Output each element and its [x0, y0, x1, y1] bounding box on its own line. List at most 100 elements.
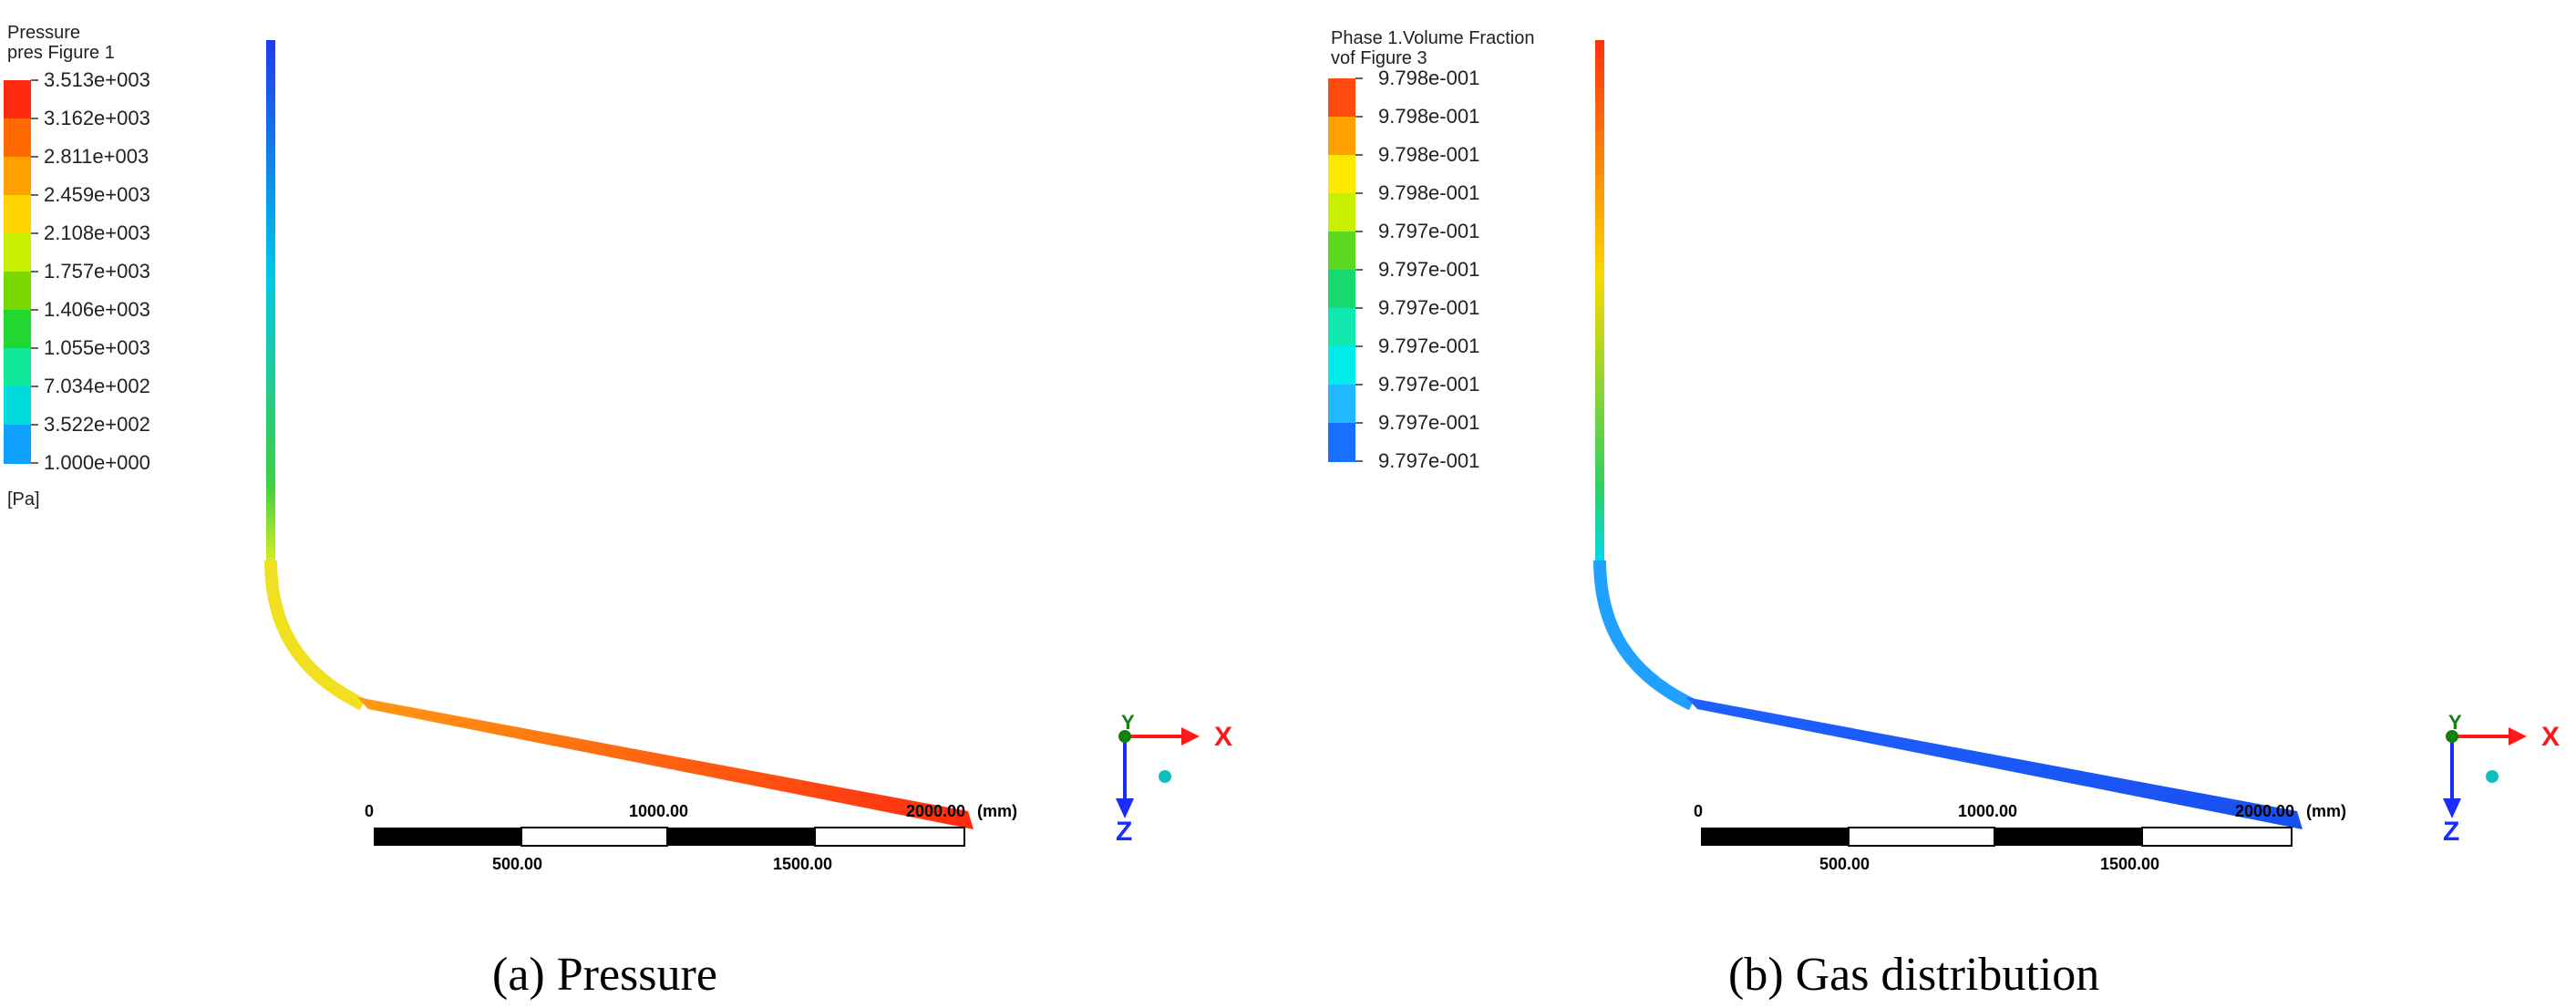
legend-subtitle: vof Figure 3 — [1331, 48, 1427, 68]
pipe-geometry — [1593, 40, 2303, 829]
legend-tick-label: 3.162e+003 — [44, 107, 150, 129]
y-axis-label: Y — [1121, 711, 1135, 734]
legend-swatch — [4, 118, 31, 158]
x-arrowhead-icon — [2509, 727, 2527, 746]
legend-swatch — [1328, 155, 1355, 194]
z-axis-label: Z — [2443, 817, 2459, 847]
scale-label-1500: 1500.00 — [773, 855, 832, 873]
pipe-vertical-section — [1595, 40, 1604, 564]
panel-caption: (a) Pressure — [492, 949, 717, 1001]
color-legend: Phase 1.Volume Fraction vof Figure 3 9.7… — [1328, 28, 1534, 472]
scale-label-1500: 1500.00 — [2100, 855, 2159, 873]
x-axis-label: X — [2541, 722, 2560, 752]
legend-tick-label: 9.798e-001 — [1378, 181, 1479, 204]
legend-tick-label: 9.798e-001 — [1378, 105, 1479, 128]
scale-label-1000: 1000.00 — [1958, 802, 2017, 820]
legend-tick-label: 9.797e-001 — [1378, 220, 1479, 242]
legend-unit: [Pa] — [7, 489, 40, 509]
legend-swatch — [1328, 117, 1355, 156]
legend-tick-label: 9.798e-001 — [1378, 67, 1479, 89]
pipe-bend-section — [264, 560, 366, 711]
legend-tick-label: 1.757e+003 — [44, 260, 150, 283]
legend-swatch — [4, 272, 31, 311]
y-axis-dot-icon — [1118, 730, 1131, 743]
legend-tick-label: 9.797e-001 — [1378, 373, 1479, 396]
legend-swatch — [1328, 231, 1355, 271]
legend-tick-label: 1.000e+000 — [44, 451, 150, 474]
scale-unit: (mm) — [2306, 802, 2346, 820]
legend-swatch — [1328, 423, 1355, 462]
legend-swatch — [1328, 270, 1355, 309]
scale-label-0: 0 — [365, 802, 374, 820]
scale-segment-3 — [1994, 828, 2142, 846]
scale-segment-2 — [1848, 827, 1995, 847]
scale-label-1000: 1000.00 — [629, 802, 688, 820]
scale-label-500: 500.00 — [1819, 855, 1870, 873]
legend-swatch — [4, 348, 31, 387]
legend-swatch — [4, 310, 31, 349]
z-axis-label: Z — [1116, 817, 1132, 847]
scale-label-0: 0 — [1694, 802, 1703, 820]
legend-subtitle: pres Figure 1 — [7, 43, 115, 63]
legend-tick-label: 1.406e+003 — [44, 298, 150, 321]
legend-tick-label: 9.797e-001 — [1378, 296, 1479, 319]
scale-segment-1 — [1701, 828, 1849, 846]
length-scale-bar: 0 1000.00 2000.00 (mm) 500.00 1500.00 — [1694, 802, 2346, 873]
scale-segment-4 — [2141, 827, 2293, 847]
legend-tick-label: 3.522e+002 — [44, 413, 150, 436]
length-scale-bar: 0 1000.00 2000.00 (mm) 500.00 1500.00 — [365, 802, 1017, 873]
origin-marker-icon — [1159, 770, 1171, 783]
pipe-bend-section — [1593, 560, 1695, 711]
pipe-horizontal-section — [357, 697, 974, 829]
z-arrowhead-icon — [2443, 798, 2461, 818]
scale-label-2000: 2000.00 — [2235, 802, 2294, 820]
axis-triad: X Y Z — [1116, 711, 1232, 847]
legend-tick-label: 2.459e+003 — [44, 183, 150, 206]
panel-caption: (b) Gas distribution — [1728, 949, 2099, 1001]
pipe-vertical-section — [266, 40, 275, 564]
legend-tick-label: 9.797e-001 — [1378, 449, 1479, 472]
legend-tick-label: 9.797e-001 — [1378, 258, 1479, 281]
legend-swatches — [1328, 78, 1355, 462]
legend-swatch — [1328, 346, 1355, 386]
pressure-panel: Pressure pres Figure 1 3.513e+003 3.162e+… — [4, 23, 1232, 1001]
scale-segment-1 — [374, 828, 521, 846]
legend-tick-label: 9.797e-001 — [1378, 334, 1479, 357]
legend-title: Pressure — [7, 23, 80, 43]
legend-swatch — [1328, 385, 1355, 424]
gas-distribution-panel: Phase 1.Volume Fraction vof Figure 3 9.7… — [1328, 28, 2560, 1001]
axis-triad: X Y Z — [2443, 711, 2560, 847]
legend-swatches — [4, 80, 31, 464]
pipe-horizontal-section — [1686, 697, 2303, 829]
scale-segment-2 — [520, 827, 668, 847]
legend-tick-label: 2.811e+003 — [44, 145, 149, 168]
scale-segment-4 — [814, 827, 965, 847]
legend-labels: 9.798e-001 9.798e-001 9.798e-001 9.798e-001… — [1355, 67, 1479, 472]
x-axis-label: X — [1214, 722, 1232, 752]
legend-tick-label: 9.797e-001 — [1378, 411, 1479, 434]
legend-swatch — [4, 386, 31, 426]
y-axis-label: Y — [2448, 711, 2462, 734]
scale-unit: (mm) — [977, 802, 1017, 820]
legend-swatch — [1328, 78, 1355, 118]
legend-swatch — [4, 157, 31, 196]
legend-swatch — [4, 233, 31, 273]
x-arrowhead-icon — [1181, 727, 1200, 746]
legend-tick-label: 7.034e+002 — [44, 375, 150, 397]
legend-swatch — [4, 425, 31, 464]
color-legend: Pressure pres Figure 1 3.513e+003 3.162e+… — [4, 23, 150, 509]
legend-swatch — [4, 195, 31, 234]
scale-label-500: 500.00 — [492, 855, 542, 873]
y-axis-dot-icon — [2446, 730, 2458, 743]
pipe-geometry — [264, 40, 974, 829]
scale-label-2000: 2000.00 — [906, 802, 965, 820]
legend-swatch — [1328, 193, 1355, 232]
legend-tick-label: 1.055e+003 — [44, 336, 150, 359]
legend-tick-label: 3.513e+003 — [44, 68, 150, 91]
scale-segment-3 — [667, 828, 815, 846]
origin-marker-icon — [2486, 770, 2499, 783]
z-arrowhead-icon — [1116, 798, 1134, 818]
legend-tick-label: 2.108e+003 — [44, 221, 150, 244]
legend-tick-label: 9.798e-001 — [1378, 143, 1479, 166]
